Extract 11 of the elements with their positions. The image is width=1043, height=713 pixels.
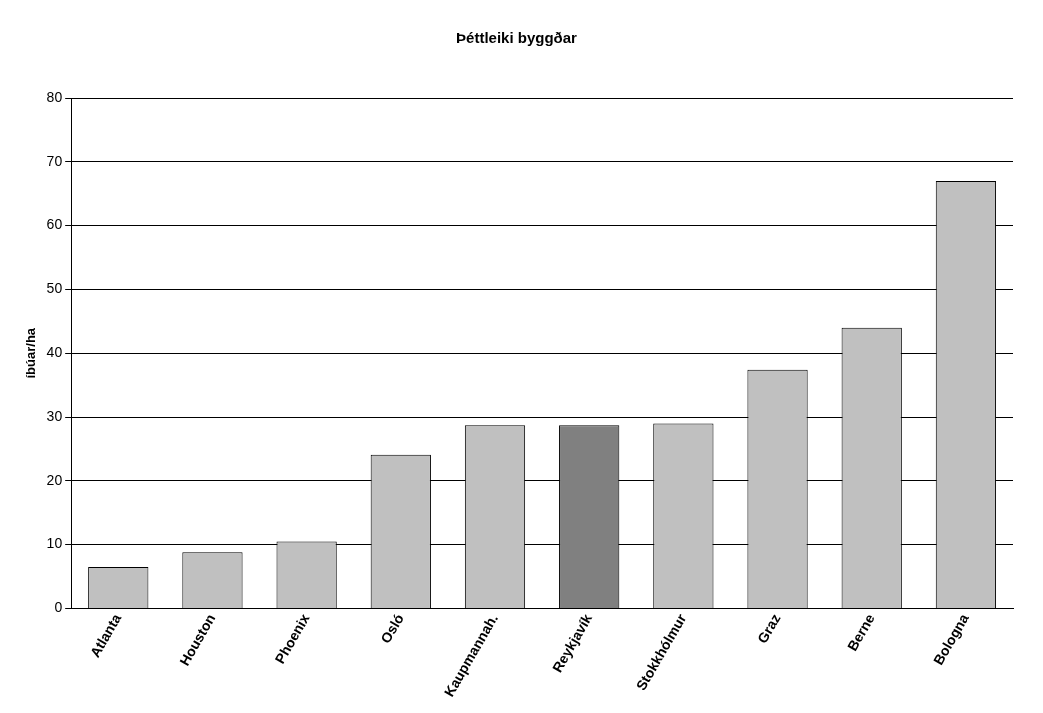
y-tick-label: 30 [46,407,63,424]
y-tick-label: 70 [46,152,63,169]
y-tick-label: 80 [46,88,63,105]
y-tick-label: 0 [54,599,63,616]
y-tick-label: 50 [46,280,63,297]
chart-title: Þéttleiki byggðar [456,29,578,47]
y-tick-label: 60 [46,216,63,233]
y-tick-label: 40 [46,344,63,361]
y-tick-label: 10 [46,535,63,552]
y-axis-title: íbúar/ha [23,327,39,379]
y-tick-label: 20 [46,471,63,488]
